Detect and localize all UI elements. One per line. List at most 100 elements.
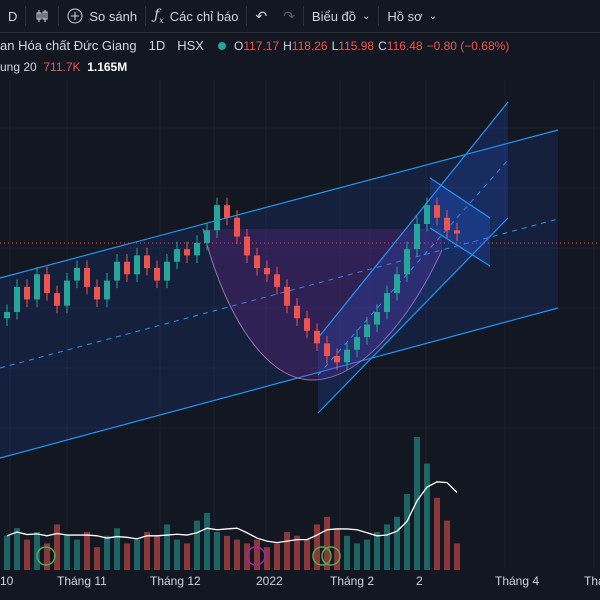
flag-lower: [429, 227, 491, 267]
low-value: 115.98: [338, 38, 375, 53]
top-toolbar: D So sánh ƒx Các chỉ báo ↶ ↷ Biểu đồ ⌄ H…: [0, 0, 600, 33]
candle: [284, 286, 290, 306]
volume-bar: [294, 535, 300, 570]
candle: [204, 230, 210, 243]
fx-icon: ƒx: [154, 7, 164, 25]
close-value: 116.48: [386, 38, 423, 53]
candle: [104, 280, 110, 300]
volume-bar: [164, 524, 170, 570]
candle: [14, 286, 20, 312]
chevron-down-icon: ⌄: [362, 10, 371, 22]
candle: [74, 268, 80, 281]
candle: [254, 255, 260, 268]
interval-button[interactable]: D: [0, 0, 25, 32]
candle: [134, 255, 140, 275]
candle: [334, 356, 340, 363]
symbol-name[interactable]: an Hóa chất Đức Giang: [0, 38, 137, 53]
time-axis-label: 2022: [256, 574, 283, 588]
volume-bar: [284, 532, 290, 570]
cup-pattern[interactable]: [203, 229, 442, 380]
undo-icon: ↶: [255, 7, 268, 24]
volume-label[interactable]: ung 20: [0, 60, 37, 74]
volume-bar: [364, 539, 370, 570]
toolbar-divider: [145, 6, 147, 26]
candle: [404, 249, 410, 275]
candle: [174, 249, 180, 262]
compare-label: So sánh: [89, 8, 138, 24]
channel-mid-line: [0, 218, 559, 369]
volume-series: [4, 437, 460, 570]
candle: [314, 330, 320, 344]
volume-bar: [414, 437, 420, 570]
candle: [114, 261, 120, 281]
cup-curve: [202, 228, 443, 381]
volume-bar: [444, 520, 450, 570]
toolbar-divider: [378, 6, 380, 26]
candle: [264, 268, 270, 275]
candle: [374, 312, 380, 325]
event-marker[interactable]: [312, 546, 332, 566]
volume-bar: [454, 543, 460, 570]
candle: [164, 261, 170, 281]
chart-type-label: Biểu đồ: [311, 8, 357, 24]
change-value: −0.80 (−0.68%): [426, 38, 510, 53]
volume-bar: [374, 532, 380, 570]
rising-channel-lower: [317, 217, 509, 414]
candle: [344, 349, 350, 363]
high-label: H: [283, 38, 292, 53]
volume-bar: [274, 543, 280, 570]
indicators-label: Các chỉ báo: [169, 8, 239, 24]
undo-button[interactable]: ↶: [247, 0, 275, 32]
time-axis-label: Tháng 11: [57, 574, 107, 588]
compare-button[interactable]: So sánh: [59, 0, 145, 32]
volume-bar: [64, 535, 70, 570]
candle: [274, 274, 280, 287]
candle: [84, 268, 90, 287]
candle: [394, 274, 400, 294]
interval-label: D: [8, 8, 18, 24]
candle: [364, 324, 370, 338]
close-label: C: [378, 38, 387, 53]
volume-bar: [234, 539, 240, 570]
low-label: L: [331, 38, 339, 53]
chart-type-menu[interactable]: Biểu đồ ⌄: [304, 0, 378, 32]
event-marker[interactable]: [321, 546, 341, 566]
parallel-channel[interactable]: [0, 130, 558, 458]
volume-bar: [104, 535, 110, 570]
symbol-exchange: HSX: [177, 38, 204, 53]
event-marker[interactable]: [246, 546, 266, 566]
volume-bar: [344, 535, 350, 570]
candle: [424, 205, 430, 224]
time-axis-label: Thá: [584, 574, 600, 588]
event-marker[interactable]: [36, 546, 56, 566]
chevron-down-icon: ⌄: [428, 10, 438, 22]
candle: [354, 337, 360, 350]
grid-lines: [0, 80, 600, 568]
candle: [294, 305, 300, 319]
redo-button[interactable]: ↷: [275, 0, 303, 32]
candle: [24, 286, 30, 300]
volume-bar: [54, 524, 60, 570]
candle: [144, 255, 150, 268]
volume-bar: [354, 543, 360, 570]
rising-channel-mid: [317, 159, 509, 376]
volume-bar: [34, 532, 40, 570]
time-axis-label: Tháng 12: [150, 574, 201, 588]
indicators-button[interactable]: ƒx Các chỉ báo: [146, 0, 246, 32]
volume-bar: [184, 543, 190, 570]
channel-lower-line: [0, 307, 559, 459]
candle: [124, 261, 130, 275]
volume-bar: [324, 516, 330, 570]
volume-bar: [144, 532, 150, 570]
flag-channel[interactable]: [430, 178, 490, 266]
volume-bar: [264, 547, 270, 570]
profile-menu[interactable]: Hồ sơ ⌄: [379, 0, 445, 32]
open-value: 117.17: [243, 38, 280, 53]
chart-style-button[interactable]: [26, 0, 58, 32]
volume-bar: [4, 535, 10, 570]
redo-icon: ↷: [283, 7, 295, 24]
candle: [234, 217, 240, 237]
volume-legend: ung 20 711.7K 1.165M: [0, 60, 127, 74]
toolbar-divider: [302, 6, 304, 26]
